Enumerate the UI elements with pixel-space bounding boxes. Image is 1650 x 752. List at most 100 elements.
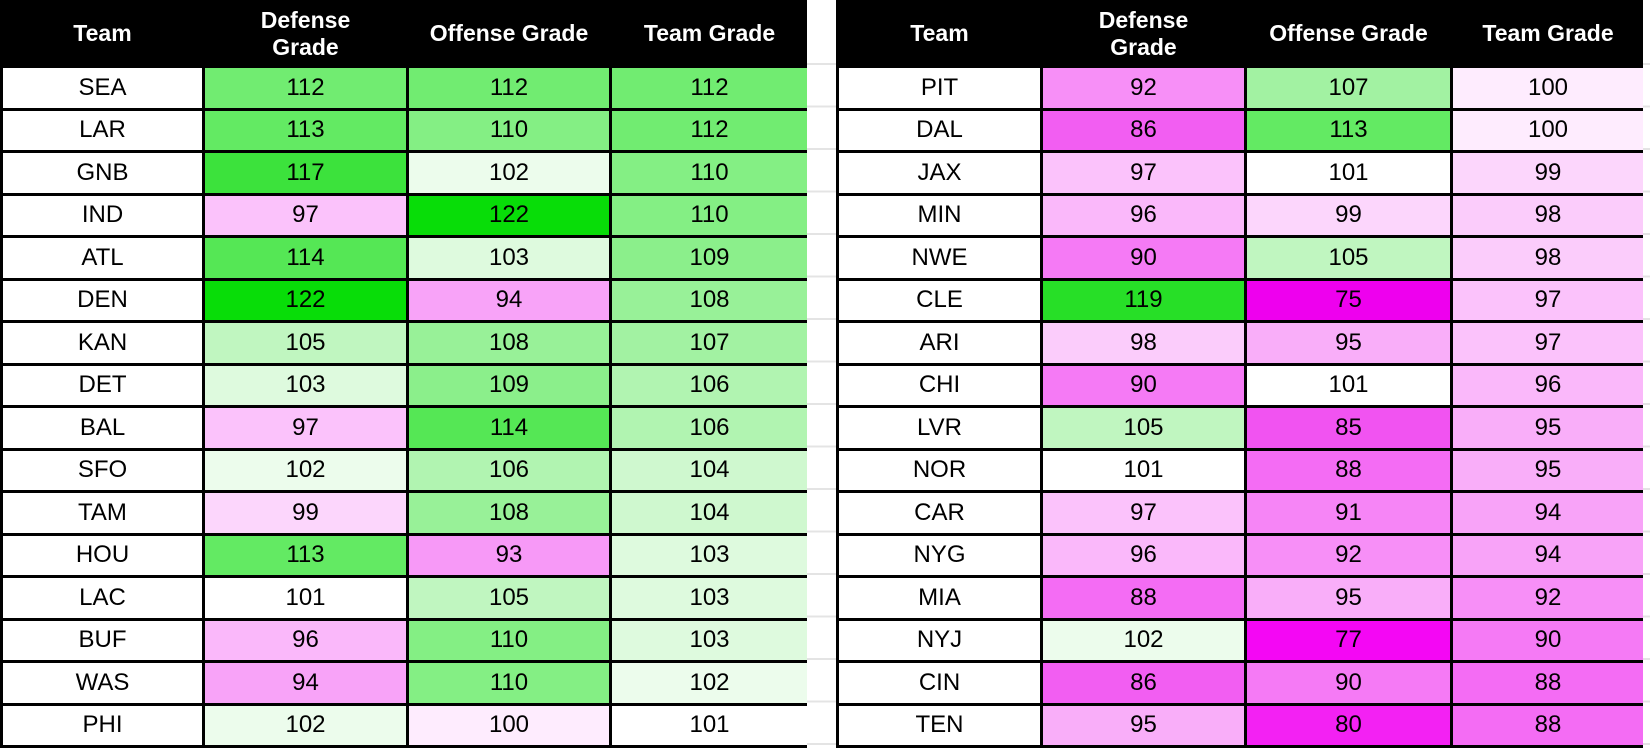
team-grade-cell: 98 <box>1450 192 1646 238</box>
team-cell: CLE <box>836 277 1043 323</box>
offense-grade-cell: 85 <box>1244 405 1453 451</box>
defense-grade-cell: 113 <box>202 107 409 153</box>
offense-grade-cell: 88 <box>1244 447 1453 493</box>
table-row: KAN 105 108 107 <box>0 320 810 366</box>
right-gridline-strip <box>1643 0 1650 752</box>
table-row: LVR 105 85 95 <box>836 405 1646 451</box>
team-cell: MIA <box>836 575 1043 621</box>
team-cell: TAM <box>0 490 205 536</box>
offense-grade-cell: 94 <box>406 277 612 323</box>
team-grade-cell: 90 <box>1450 617 1646 663</box>
offense-grade-cell: 108 <box>406 490 612 536</box>
defense-grade-cell: 96 <box>1040 192 1247 238</box>
team-cell: SFO <box>0 447 205 493</box>
team-grade-cell: 95 <box>1450 405 1646 451</box>
team-cell: NYJ <box>836 617 1043 663</box>
team-cell: ARI <box>836 320 1043 366</box>
team-grade-cell: 103 <box>609 575 810 621</box>
defense-grade-cell: 122 <box>202 277 409 323</box>
defense-grade-cell: 101 <box>202 575 409 621</box>
team-cell: CHI <box>836 362 1043 408</box>
defense-grade-cell: 102 <box>202 702 409 748</box>
team-grade-cell: 98 <box>1450 235 1646 281</box>
table-row: NWE 90 105 98 <box>836 235 1646 281</box>
team-grade-cell: 107 <box>609 320 810 366</box>
table-row: SFO 102 106 104 <box>0 447 810 493</box>
defense-grade-cell: 105 <box>1040 405 1247 451</box>
defense-grade-cell: 88 <box>1040 575 1247 621</box>
team-cell: WAS <box>0 660 205 706</box>
defense-grade-cell: 119 <box>1040 277 1247 323</box>
team-cell: MIN <box>836 192 1043 238</box>
offense-grade-cell: 101 <box>1244 150 1453 196</box>
defense-grade-cell: 94 <box>202 660 409 706</box>
offense-grade-cell: 109 <box>406 362 612 408</box>
table-row: PIT 92 107 100 <box>836 65 1646 111</box>
team-grade-cell: 112 <box>609 107 810 153</box>
offense-grade-cell: 80 <box>1244 702 1453 748</box>
offense-grade-cell: 90 <box>1244 660 1453 706</box>
offense-grade-cell: 95 <box>1244 320 1453 366</box>
table-gap <box>807 0 836 752</box>
team-cell: NYG <box>836 532 1043 578</box>
defense-grade-cell: 92 <box>1040 65 1247 111</box>
team-cell: TEN <box>836 702 1043 748</box>
defense-grade-cell: 113 <box>202 532 409 578</box>
offense-grade-cell: 112 <box>406 65 612 111</box>
defense-grade-cell: 97 <box>202 405 409 451</box>
defense-grade-cell: 99 <box>202 490 409 536</box>
offense-grade-cell: 92 <box>1244 532 1453 578</box>
offense-grade-cell: 93 <box>406 532 612 578</box>
table-row: SEA 112 112 112 <box>0 65 810 111</box>
defense-grade-cell: 112 <box>202 65 409 111</box>
offense-grade-cell: 108 <box>406 320 612 366</box>
defense-grade-cell: 101 <box>1040 447 1247 493</box>
team-grade-cell: 94 <box>1450 490 1646 536</box>
table-row: DAL 86 113 100 <box>836 107 1646 153</box>
offense-grade-cell: 105 <box>406 575 612 621</box>
defense-grade-cell: 96 <box>202 617 409 663</box>
offense-grade-cell: 101 <box>1244 362 1453 408</box>
team-cell: ATL <box>0 235 205 281</box>
team-grade-cell: 103 <box>609 532 810 578</box>
team-grade-cell: 110 <box>609 192 810 238</box>
column-header-offense-grade: Offense Grade <box>406 0 612 68</box>
team-grade-cell: 102 <box>609 660 810 706</box>
strip-gridline-header <box>1643 0 1650 65</box>
defense-grade-cell: 96 <box>1040 532 1247 578</box>
header-row: Team Defense Grade Offense Grade Team Gr… <box>0 0 810 68</box>
offense-grade-cell: 107 <box>1244 65 1453 111</box>
team-cell: LAC <box>0 575 205 621</box>
team-cell: CIN <box>836 660 1043 706</box>
table-row: JAX 97 101 99 <box>836 150 1646 196</box>
team-cell: BUF <box>0 617 205 663</box>
gap-gridline-header <box>807 0 836 65</box>
offense-grade-cell: 110 <box>406 107 612 153</box>
table-row: CLE 119 75 97 <box>836 277 1646 323</box>
table-row: DEN 122 94 108 <box>0 277 810 323</box>
column-header-offense-grade: Offense Grade <box>1244 0 1453 68</box>
team-cell: KAN <box>0 320 205 366</box>
team-cell: PHI <box>0 702 205 748</box>
offense-grade-cell: 105 <box>1244 235 1453 281</box>
team-cell: LAR <box>0 107 205 153</box>
team-cell: GNB <box>0 150 205 196</box>
column-header-team: Team <box>836 0 1043 68</box>
table-row: TEN 95 80 88 <box>836 702 1646 748</box>
team-cell: DET <box>0 362 205 408</box>
table-row: MIN 96 99 98 <box>836 192 1646 238</box>
defense-grade-cell: 97 <box>1040 150 1247 196</box>
table-row: PHI 102 100 101 <box>0 702 810 748</box>
column-header-team: Team <box>0 0 205 68</box>
offense-grade-cell: 102 <box>406 150 612 196</box>
team-grade-cell: 88 <box>1450 660 1646 706</box>
team-grade-cell: 104 <box>609 490 810 536</box>
header-row: Team Defense Grade Offense Grade Team Gr… <box>836 0 1646 68</box>
column-header-defense-grade: Defense Grade <box>202 0 409 68</box>
table-row: WAS 94 110 102 <box>0 660 810 706</box>
offense-grade-cell: 113 <box>1244 107 1453 153</box>
column-header-defense-grade: Defense Grade <box>1040 0 1247 68</box>
team-grade-cell: 100 <box>1450 107 1646 153</box>
table-row: ATL 114 103 109 <box>0 235 810 281</box>
